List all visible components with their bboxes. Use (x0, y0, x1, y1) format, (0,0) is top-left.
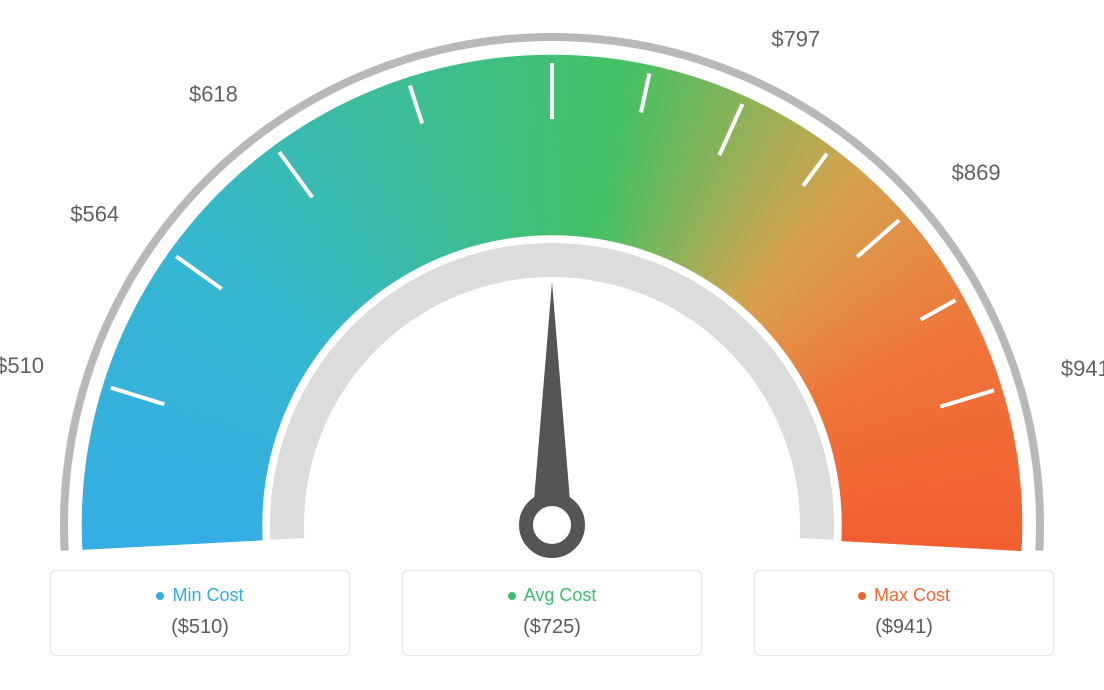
gauge-area: $510$564$618$725$797$869$941 (0, 0, 1104, 570)
legend-dot-max (858, 592, 866, 600)
legend-label-min: Min Cost (172, 585, 243, 606)
legend-label-row: Min Cost (156, 585, 243, 606)
gauge-tick-label: $869 (952, 160, 1001, 185)
legend-label-avg: Avg Cost (524, 585, 597, 606)
legend-label-row: Max Cost (858, 585, 950, 606)
cost-gauge-chart: $510$564$618$725$797$869$941 Min Cost ($… (0, 0, 1104, 690)
legend-value-max: ($941) (875, 616, 933, 639)
gauge-tick-label: $941 (1061, 356, 1104, 381)
legend-card-max: Max Cost ($941) (754, 570, 1054, 656)
legend-card-avg: Avg Cost ($725) (402, 570, 702, 656)
legend-dot-min (156, 592, 164, 600)
gauge-tick-label: $564 (70, 202, 119, 227)
gauge-needle-hub (526, 499, 578, 551)
legend-card-min: Min Cost ($510) (50, 570, 350, 656)
legend-value-min: ($510) (171, 616, 229, 639)
gauge-tick-label: $797 (771, 26, 820, 51)
legend-value-avg: ($725) (523, 616, 581, 639)
gauge-svg: $510$564$618$725$797$869$941 (0, 0, 1104, 570)
legend-row: Min Cost ($510) Avg Cost ($725) Max Cost… (0, 570, 1104, 656)
legend-label-max: Max Cost (874, 585, 950, 606)
gauge-tick-label: $510 (0, 353, 44, 378)
legend-dot-avg (508, 592, 516, 600)
gauge-tick-label: $618 (189, 82, 238, 107)
legend-label-row: Avg Cost (508, 585, 597, 606)
